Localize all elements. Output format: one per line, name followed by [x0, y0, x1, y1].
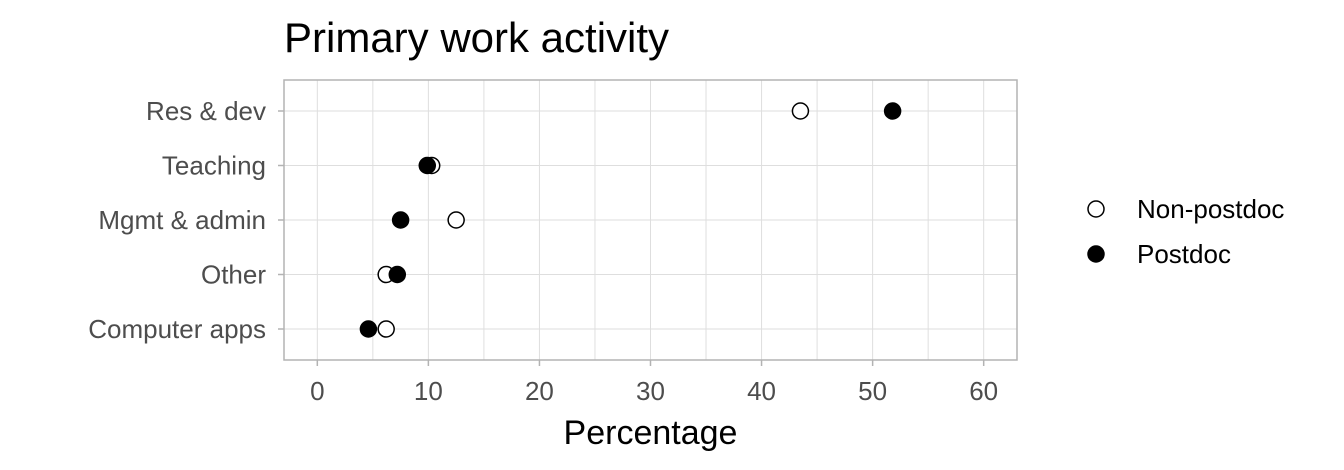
y-tick-label: Teaching: [162, 151, 266, 181]
point-non-postdoc: [377, 320, 395, 338]
x-tick-label: 0: [310, 376, 324, 406]
point-non-postdoc: [447, 211, 465, 229]
legend: Non-postdoc Postdoc: [1087, 194, 1284, 269]
chart-title: Primary work activity: [284, 14, 669, 61]
data-points: [359, 102, 902, 338]
axis-ticks: 0 10 20 30 40 50 60 Res & dev Teaching Mgmt & adm…: [88, 96, 998, 406]
x-tick-label: 40: [747, 376, 776, 406]
legend-label: Postdoc: [1137, 239, 1231, 269]
y-tick-label: Computer apps: [88, 314, 266, 344]
x-tick-label: 10: [414, 376, 443, 406]
x-tick-label: 60: [969, 376, 998, 406]
y-tick-label: Res & dev: [146, 96, 266, 126]
legend-label: Non-postdoc: [1137, 194, 1284, 224]
point-non-postdoc: [791, 102, 810, 120]
x-tick-label: 50: [858, 376, 887, 406]
x-tick-label: 30: [636, 376, 665, 406]
y-tick-label: Other: [201, 260, 266, 290]
point-postdoc: [391, 211, 410, 229]
legend-key: [1087, 245, 1105, 263]
point-postdoc: [883, 102, 902, 120]
legend-key: [1087, 200, 1105, 218]
x-axis-title: Percentage: [564, 414, 738, 452]
point-postdoc: [388, 265, 407, 284]
x-tick-label: 20: [525, 376, 554, 406]
point-postdoc: [418, 156, 437, 175]
point-postdoc: [359, 320, 378, 338]
y-tick-label: Mgmt & admin: [98, 205, 266, 235]
